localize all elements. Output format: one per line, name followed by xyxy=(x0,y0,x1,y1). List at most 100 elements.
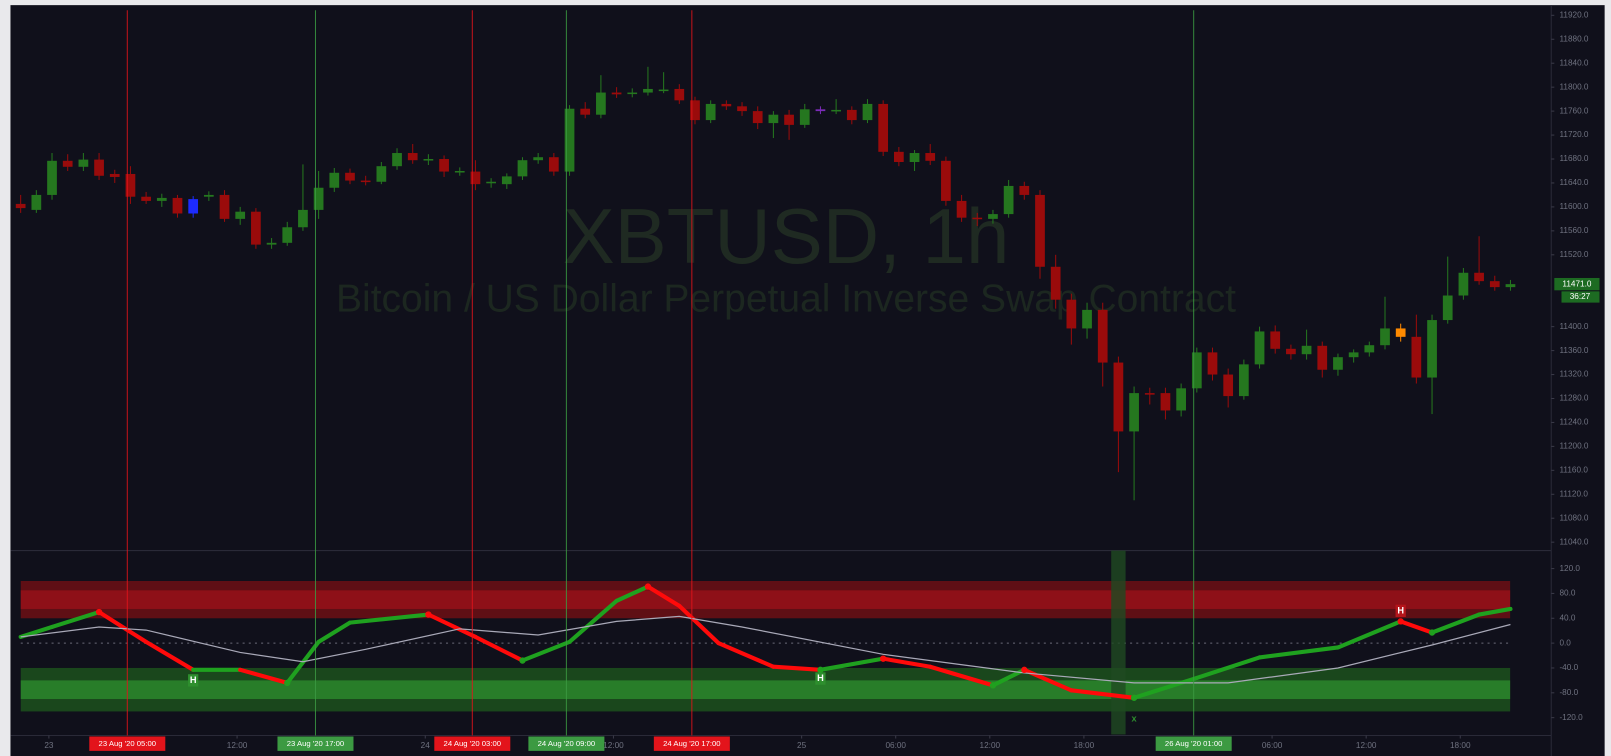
candle-body xyxy=(1191,352,1202,389)
candle-body xyxy=(925,153,936,161)
candle-body xyxy=(1238,364,1249,397)
candle-body xyxy=(1348,352,1359,358)
candle-body xyxy=(156,197,167,201)
signal-label-box xyxy=(434,736,511,751)
oscillator-segment xyxy=(426,612,478,639)
candle-body xyxy=(1395,328,1406,337)
candle-body xyxy=(862,103,873,121)
osc-y-tick-label: 80.0 xyxy=(1559,589,1575,598)
candle-body xyxy=(1082,309,1092,329)
osc-y-tick-label: 120.0 xyxy=(1559,564,1580,573)
x-tick-label: 25 xyxy=(797,741,807,750)
signal-label: 23 Aug '20 17:00 xyxy=(287,739,344,748)
zone-column xyxy=(1111,550,1126,735)
signal-label: 24 Aug '20 03:00 xyxy=(444,739,501,748)
x-tick-label: 18:00 xyxy=(1074,741,1095,750)
candle-body xyxy=(1176,388,1186,411)
candle-body xyxy=(1066,299,1077,329)
candle-body xyxy=(893,151,904,162)
candle-body xyxy=(1301,345,1312,355)
x-tick-label: 06:00 xyxy=(885,741,906,750)
signal-label-box xyxy=(528,736,605,751)
osc-y-tick-label: -120.0 xyxy=(1559,713,1583,722)
y-tick-label: 11560.0 xyxy=(1559,226,1588,235)
candle-body xyxy=(251,211,261,245)
marker-label: H xyxy=(817,673,824,683)
candle-body xyxy=(203,194,214,197)
y-tick-label: 11840.0 xyxy=(1559,58,1588,67)
y-tick-label: 11240.0 xyxy=(1559,418,1588,427)
candle-body xyxy=(1505,284,1516,288)
countdown-label: 36:27 xyxy=(1570,292,1591,301)
y-tick-label: 11760.0 xyxy=(1559,106,1588,115)
watermark-title: XBTUSD, 1h xyxy=(563,192,1010,280)
oscillator-segment xyxy=(238,667,290,685)
candle-body xyxy=(1411,336,1422,378)
candle-body xyxy=(1097,309,1108,363)
candle-body xyxy=(831,109,841,112)
candle-body xyxy=(784,114,794,125)
candle-body xyxy=(376,166,387,182)
candle-body xyxy=(1442,295,1453,321)
turn-point xyxy=(879,655,887,662)
oscillator-segment xyxy=(677,603,721,646)
y-tick-label: 11680.0 xyxy=(1559,154,1588,163)
oscillator-segment xyxy=(1398,619,1435,635)
candle-body xyxy=(1380,328,1390,346)
y-tick-label: 11640.0 xyxy=(1559,178,1588,187)
oscillator-segment xyxy=(144,639,196,672)
candle-body xyxy=(1160,393,1171,411)
candle-body xyxy=(533,157,544,161)
candle-body xyxy=(31,194,42,210)
candle-body xyxy=(611,92,622,95)
last-price-label: 11471.0 xyxy=(1562,279,1591,288)
signal-label-box xyxy=(1155,736,1232,751)
oscillator-segment xyxy=(1429,612,1482,635)
candle-body xyxy=(1144,393,1155,395)
turn-point xyxy=(425,611,432,618)
oscillator-segment xyxy=(1477,606,1513,617)
turn-point xyxy=(644,583,652,590)
candle-body xyxy=(454,170,465,173)
candle-body xyxy=(486,181,496,184)
signal-line xyxy=(20,615,1511,684)
candle-body xyxy=(1129,393,1139,432)
candle-body xyxy=(721,103,732,107)
turn-point xyxy=(519,657,526,664)
oscillator-segment xyxy=(18,624,55,639)
y-tick-label: 11160.0 xyxy=(1559,466,1588,475)
osc-y-tick-label: 0.0 xyxy=(1559,638,1571,647)
candle-body xyxy=(580,108,591,115)
candle-body xyxy=(141,196,151,201)
y-tick-label: 11600.0 xyxy=(1559,202,1588,211)
x-tick-label: 12:00 xyxy=(980,741,1001,750)
marker-label: H xyxy=(1397,605,1404,615)
y-tick-label: 11400.0 xyxy=(1559,322,1588,331)
candle-body xyxy=(392,153,402,167)
signal-label-box xyxy=(89,736,166,751)
candle-body xyxy=(501,176,512,185)
candle-body xyxy=(815,109,826,112)
y-tick-label: 11320.0 xyxy=(1559,370,1588,379)
candle-body xyxy=(674,88,685,101)
oscillator-segment xyxy=(928,664,996,688)
oscillator-segment xyxy=(881,656,933,669)
candle-body xyxy=(298,209,308,228)
marker-label: H xyxy=(190,675,197,685)
candle-body xyxy=(313,187,324,210)
candle-body xyxy=(1317,345,1328,370)
oscillator-segment xyxy=(716,641,776,669)
candle-body xyxy=(235,211,246,219)
candle-body xyxy=(1286,348,1296,355)
marker-box xyxy=(188,674,199,687)
oscillator-segment xyxy=(1257,645,1341,660)
last-price-box xyxy=(1554,277,1600,291)
y-tick-label: 11280.0 xyxy=(1559,394,1588,403)
candle-body xyxy=(62,160,73,167)
y-tick-label: 11520.0 xyxy=(1559,250,1588,259)
oscillator-segment xyxy=(316,620,353,644)
oscillator-segment xyxy=(347,612,431,625)
oscillator-segment xyxy=(614,584,650,603)
candle-body xyxy=(1035,194,1045,267)
x-tick-label: 18:00 xyxy=(1450,741,1471,750)
